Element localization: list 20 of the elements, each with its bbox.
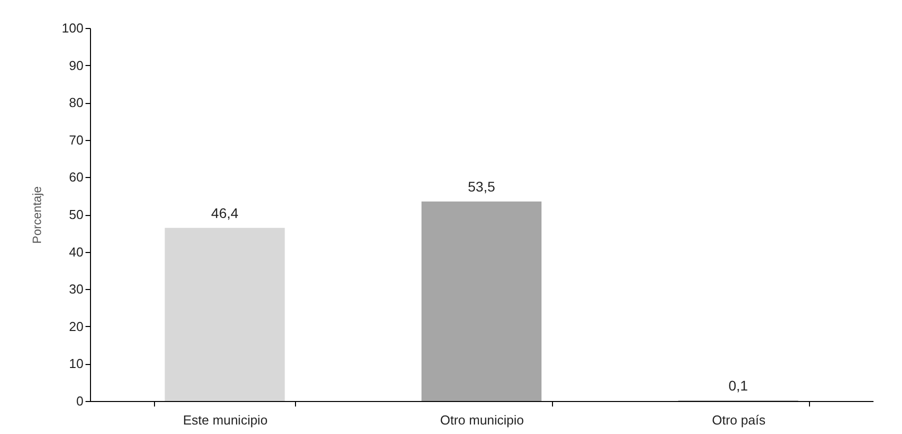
y-axis-title: Porcentaje — [30, 186, 44, 244]
y-tick-label: 50 — [69, 207, 84, 222]
data-label: 46,4 — [211, 204, 239, 221]
bar — [164, 228, 285, 401]
bar — [422, 201, 542, 401]
y-tick-label: 100 — [62, 20, 84, 36]
y-tick-label: 80 — [69, 95, 84, 110]
y-tick-label: 60 — [69, 170, 84, 185]
data-label: 0,1 — [728, 378, 748, 394]
x-tick-label: Este municipio — [183, 412, 268, 428]
y-tick-label: 20 — [69, 318, 84, 334]
y-tick-label: 90 — [69, 58, 84, 73]
y-tick-label: 10 — [69, 356, 84, 372]
x-tick-label: Otro municipio — [440, 412, 524, 428]
y-tick-label: 70 — [69, 132, 84, 148]
y-tick-label: 0 — [76, 394, 84, 408]
data-label: 53,5 — [468, 178, 496, 194]
x-tick-label: Otro país — [712, 412, 766, 428]
y-tick-label: 30 — [69, 282, 84, 297]
y-tick-label: 40 — [69, 244, 84, 260]
